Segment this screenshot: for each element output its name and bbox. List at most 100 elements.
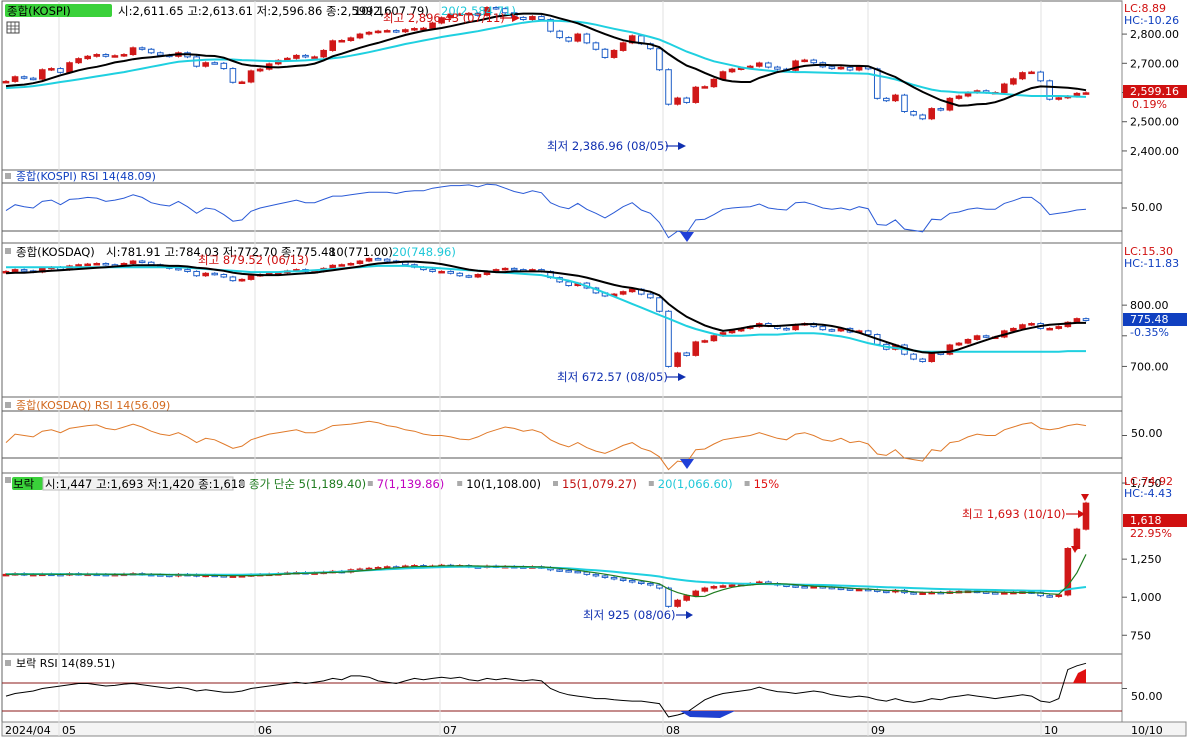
legend-toggle-icon xyxy=(553,481,558,486)
candle-up xyxy=(247,275,255,280)
candle-down xyxy=(302,54,309,58)
borak-hc: HC:-4.43 xyxy=(1124,487,1172,500)
borak-rsi-title: 보락 RSI 14(89.51) xyxy=(16,657,115,670)
candle-up xyxy=(111,55,119,58)
y-tick-label: 2,400.00 xyxy=(1130,145,1179,158)
candle-down xyxy=(910,353,917,360)
borak-price-panel[interactable] xyxy=(1,472,1123,655)
borak-lc: LC:74.92 xyxy=(1124,475,1173,488)
candle-down xyxy=(665,69,672,105)
borak-ma-legend: 종가 단순 5(1,189.40) 7(1,139.86) 10(1,108.00)… xyxy=(240,477,779,491)
candle-down xyxy=(102,262,110,266)
kospi-name-badge[interactable] xyxy=(5,4,112,17)
candle-down xyxy=(138,260,146,264)
borak-low-arrow-head xyxy=(686,611,693,619)
candle-up xyxy=(855,588,863,592)
candle-up xyxy=(365,31,373,35)
candle-up xyxy=(792,60,799,71)
candle-up xyxy=(1073,318,1081,323)
candle-up xyxy=(11,269,19,272)
candle-down xyxy=(474,12,482,16)
candle-up xyxy=(692,341,700,356)
borak-toggle-icon[interactable] xyxy=(5,477,11,483)
kosdaq-rsi-title: 종합(KOSDAQ) RSI 14(56.09) xyxy=(16,399,170,412)
borak-ohlc-box xyxy=(42,476,234,491)
candle-up xyxy=(66,62,73,73)
borak-ohlc: 시:1,447 고:1,693 저:1,420 종:1,618 xyxy=(45,477,245,491)
candle-up xyxy=(628,288,636,293)
legend-toggle-icon xyxy=(240,481,245,486)
kosdaq-rsi-tick: 50.00 xyxy=(1131,427,1163,440)
candle-up xyxy=(755,62,763,67)
candle-down xyxy=(883,590,890,594)
legend-entry: 20(1,066.60) xyxy=(658,477,733,491)
y-tick-label: 700.00 xyxy=(1130,360,1169,373)
borak-name-badge[interactable] xyxy=(12,477,43,490)
candle-down xyxy=(374,258,382,261)
borak-change: 22.95% xyxy=(1130,527,1172,540)
kospi-rsi-panel[interactable] xyxy=(1,169,1123,244)
kospi-ohlc: 시:2,611.65 고:2,613.61 저:2,596.86 종:2,599… xyxy=(118,4,392,18)
kosdaq-rsi-panel[interactable] xyxy=(1,396,1123,474)
candle-down xyxy=(919,358,926,363)
candle-down xyxy=(864,330,872,336)
ma10-line xyxy=(5,260,1086,354)
candle-down xyxy=(538,16,545,20)
candle-up xyxy=(728,68,736,73)
ma5-line xyxy=(5,554,1087,598)
candle-down xyxy=(1037,71,1044,82)
kospi-low-annotation: 최저 2,386.96 (08/05) xyxy=(547,139,669,153)
candle-up xyxy=(928,352,936,363)
candle-up xyxy=(710,78,718,88)
candle-down xyxy=(29,77,37,81)
legend-entry: 15% xyxy=(754,477,780,491)
kospi-low-arrow-head xyxy=(678,142,686,150)
candle-down xyxy=(991,592,999,595)
candle-down xyxy=(665,310,672,367)
candle-down xyxy=(565,570,572,573)
candle-up xyxy=(701,86,709,89)
borak-rsi-toggle-icon[interactable] xyxy=(5,660,11,666)
candle-down xyxy=(910,110,917,116)
candle-up xyxy=(955,95,963,99)
candle-down xyxy=(656,297,663,312)
y-tick-label: 1,750 xyxy=(1130,477,1162,490)
kospi-price-panel[interactable] xyxy=(1,0,1123,171)
candle-down xyxy=(556,569,563,572)
candle-down xyxy=(828,66,836,70)
candle-down xyxy=(592,42,600,50)
x-label-2024-04: 2024/04 xyxy=(5,724,51,737)
kospi-high-annotation: 최고 2,896.43 (07/11) xyxy=(383,11,505,25)
candle-up xyxy=(129,47,137,56)
candle-down xyxy=(846,66,854,71)
candle-up xyxy=(347,37,355,42)
candle-down xyxy=(138,47,146,50)
candle-down xyxy=(556,30,563,39)
borak-last-price: 1,618 xyxy=(1130,514,1162,527)
candle-up xyxy=(338,264,346,267)
grid-toggle-icon[interactable] xyxy=(6,21,20,34)
borak-high-annotation: 최고 1,693 (10/10) xyxy=(962,507,1066,521)
candle-up xyxy=(311,56,318,59)
candle-up xyxy=(2,80,10,84)
candle-up xyxy=(610,49,618,58)
kosdaq-ma10-legend: 10(771.00) xyxy=(329,245,393,259)
kospi-rsi-toggle-icon[interactable] xyxy=(5,173,11,179)
borak-low-annotation: 최저 925 (08/06) xyxy=(583,608,676,622)
candle-up xyxy=(701,340,709,343)
candle-down xyxy=(837,587,845,591)
kosdaq-rsi-toggle-icon[interactable] xyxy=(5,402,11,408)
candle-down xyxy=(628,579,636,583)
candle-up xyxy=(120,54,128,57)
candle-up xyxy=(238,278,246,282)
candle-down xyxy=(1046,595,1053,598)
candle-up xyxy=(1064,547,1072,596)
candle-up xyxy=(402,29,409,33)
kospi-change: 0.19% xyxy=(1132,98,1167,111)
kosdaq-toggle-icon[interactable] xyxy=(5,248,11,254)
candle-down xyxy=(792,585,799,588)
candle-down xyxy=(465,275,473,278)
candle-up xyxy=(1046,327,1053,331)
borak-series-layer: 1,750 1,250 1,000 750 xyxy=(2,477,1162,642)
